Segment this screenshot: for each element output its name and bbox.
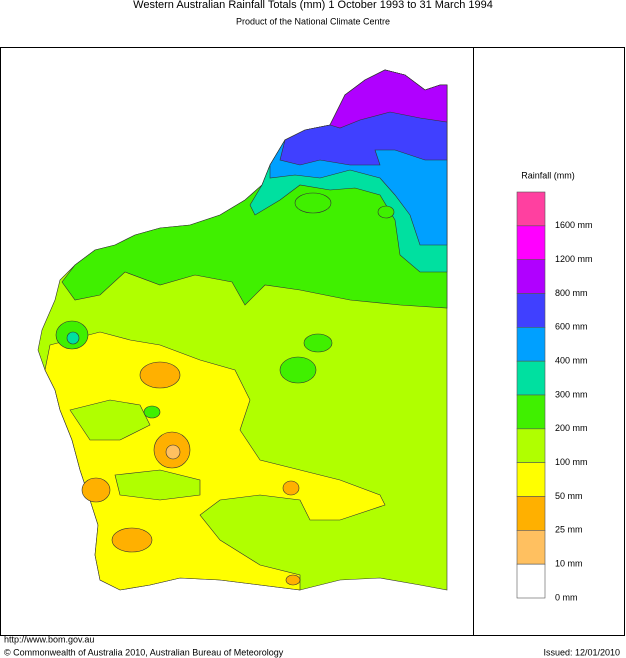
legend-label: 1200 mm	[555, 254, 593, 264]
region-25	[285, 574, 301, 586]
issued-date: Issued: 12/01/2010	[543, 647, 620, 657]
legend-label: 0 mm	[555, 592, 578, 602]
legend-swatch	[516, 225, 546, 260]
copyright: © Commonwealth of Australia 2010, Austra…	[4, 647, 284, 657]
region-25	[282, 480, 300, 496]
legend-swatch	[516, 530, 546, 565]
legend-swatch	[516, 496, 546, 531]
legend-label: 600 mm	[555, 322, 588, 332]
legend-label: 800 mm	[555, 288, 588, 298]
source-url: http://www.bom.gov.au	[4, 634, 94, 644]
legend-swatch	[516, 428, 546, 463]
legend-title: Rainfall (mm)	[521, 170, 575, 180]
legend-swatch	[516, 563, 546, 599]
region-200	[294, 192, 332, 214]
region-25	[81, 477, 111, 503]
region-200	[377, 205, 395, 219]
legend-label: 300 mm	[555, 389, 588, 399]
region-100	[69, 399, 151, 441]
region-10	[165, 444, 181, 460]
subtitle: Product of the National Climate Centre	[236, 16, 390, 26]
region-50	[44, 331, 386, 591]
title: Western Australian Rainfall Totals (mm) …	[133, 0, 493, 11]
legend-swatch	[516, 394, 546, 430]
legend: 1600 mm 1200 mm 800 mm 600 mm 400 mm 300 mm 20…	[516, 191, 593, 602]
legend-swatch	[516, 259, 546, 294]
region-800	[329, 69, 448, 129]
legend-swatch	[516, 360, 546, 396]
region-25	[111, 527, 153, 553]
region-200	[303, 333, 333, 353]
legend-label: 25 mm	[555, 525, 583, 535]
region-200	[279, 356, 317, 384]
region-25	[139, 361, 181, 389]
map	[37, 69, 448, 591]
legend-label: 200 mm	[555, 423, 588, 433]
region-300	[66, 331, 80, 345]
legend-label: 10 mm	[555, 559, 583, 569]
legend-label: 100 mm	[555, 457, 588, 467]
legend-swatch	[516, 191, 546, 227]
legend-label: 50 mm	[555, 491, 583, 501]
region-100	[114, 469, 201, 501]
region-200	[143, 405, 161, 419]
legend-label: 400 mm	[555, 356, 588, 366]
legend-swatch	[516, 462, 546, 497]
map-frame	[0, 47, 625, 636]
legend-label: 1600 mm	[555, 220, 593, 230]
legend-swatch	[516, 293, 546, 328]
legend-swatch	[516, 327, 546, 362]
